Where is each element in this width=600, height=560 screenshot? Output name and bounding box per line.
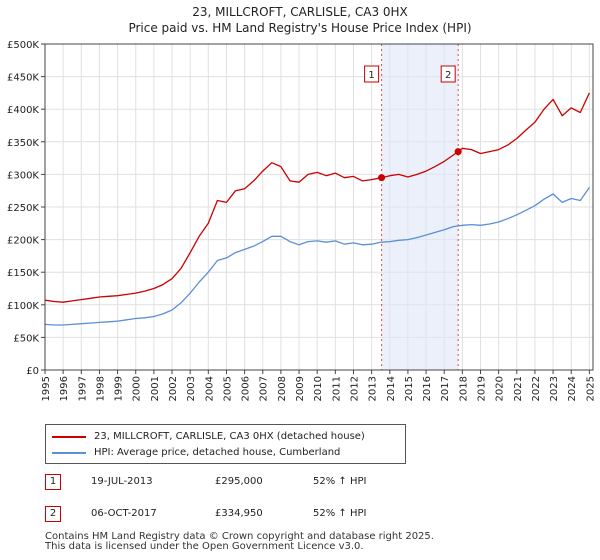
x-tick-label: 2014 <box>386 376 397 401</box>
series-line <box>44 187 590 326</box>
chart-title: 23, MILLCROFT, CARLISLE, CA3 0HX Price p… <box>0 4 600 36</box>
x-tick-label: 2013 <box>368 376 379 401</box>
legend-swatch-hpi <box>52 451 86 454</box>
x-tick-label: 2023 <box>549 376 560 401</box>
sale-price: £295,000 <box>215 476 263 487</box>
x-tick-label: 2006 <box>241 376 252 401</box>
x-tick-label: 2009 <box>295 376 306 401</box>
legend-swatch-property <box>52 435 86 438</box>
x-tick-label: 2015 <box>404 376 415 401</box>
legend: 23, MILLCROFT, CARLISLE, CA3 0HX (detach… <box>45 424 406 464</box>
y-tick-label: £350K <box>7 138 39 149</box>
sale-hpi-change: 52% ↑ HPI <box>313 476 367 487</box>
x-tick-label: 2017 <box>440 376 451 401</box>
sale-hpi-change: 52% ↑ HPI <box>313 508 367 519</box>
y-tick-label: £50K <box>13 333 39 344</box>
legend-item-hpi: HPI: Average price, detached house, Cumb… <box>52 447 340 458</box>
y-tick-label: £300K <box>7 170 39 181</box>
x-tick-label: 2007 <box>259 376 270 401</box>
chart-title-line2: Price paid vs. HM Land Registry's House … <box>128 21 472 35</box>
series-lines <box>44 92 590 326</box>
grid <box>44 43 593 371</box>
x-axis-ticks: 1995 1996 1997 1998 1999 2000 2001 2002 2003 2004… <box>41 370 596 401</box>
x-tick-label: 2024 <box>567 376 578 401</box>
x-tick-label: 2018 <box>458 376 469 401</box>
x-tick-label: 1996 <box>59 376 70 401</box>
sale-date: 19-JUL-2013 <box>91 476 153 487</box>
y-tick-label: £400K <box>7 105 39 116</box>
chart-title-line1: 23, MILLCROFT, CARLISLE, CA3 0HX <box>192 5 408 19</box>
footer-attribution: Contains HM Land Registry data © Crown c… <box>45 532 434 552</box>
x-tick-label: 2020 <box>495 376 506 401</box>
x-tick-label: 2012 <box>349 376 360 401</box>
sale-point <box>454 148 462 156</box>
sale-point <box>378 174 386 182</box>
y-tick-label: £500K <box>7 40 39 51</box>
x-tick-label: 2025 <box>585 376 596 401</box>
x-tick-label: 1998 <box>95 376 106 401</box>
x-tick-label: 1995 <box>41 376 52 401</box>
x-tick-label: 2022 <box>531 376 542 401</box>
x-tick-label: 2008 <box>277 376 288 401</box>
y-tick-label: £450K <box>7 73 39 84</box>
x-tick-label: 2003 <box>186 376 197 401</box>
x-tick-label: 1999 <box>114 376 125 401</box>
sale-number-badge: 1 <box>45 474 61 490</box>
footer-line-2: This data is licensed under the Open Gov… <box>45 541 364 552</box>
y-tick-label: £200K <box>7 236 39 247</box>
legend-label-hpi: HPI: Average price, detached house, Cumb… <box>94 447 341 458</box>
x-tick-label: 2000 <box>132 376 143 401</box>
y-tick-label: £250K <box>7 203 39 214</box>
sale-label: 1 <box>368 70 374 81</box>
sale-row: 1 19-JUL-2013 £295,000 52% ↑ HPI <box>45 474 405 492</box>
sale-vertical-lines <box>381 44 459 370</box>
x-tick-label: 2002 <box>168 376 179 401</box>
sale-label-box <box>364 65 380 83</box>
sale-number-badge: 2 <box>45 506 61 522</box>
x-tick-label: 2005 <box>222 376 233 401</box>
sale-label: 2 <box>445 70 451 81</box>
y-axis-ticks: £0 £50K £100K £150K £200K £250K £300K £350K £400… <box>7 40 45 377</box>
sale-date: 06-OCT-2017 <box>91 508 157 519</box>
sale-period-shading <box>381 44 459 370</box>
x-tick-label: 2001 <box>150 376 161 401</box>
x-tick-label: 2019 <box>476 376 487 401</box>
x-tick-label: 2016 <box>422 376 433 401</box>
legend-item-property: 23, MILLCROFT, CARLISLE, CA3 0HX (detach… <box>52 431 365 442</box>
y-tick-label: £0 <box>26 366 39 377</box>
series-line <box>44 92 590 303</box>
y-tick-label: £150K <box>7 268 39 279</box>
footer-line-1: Contains HM Land Registry data © Crown c… <box>45 531 434 542</box>
x-tick-label: 2004 <box>204 376 215 401</box>
x-tick-label: 2011 <box>331 376 342 401</box>
legend-label-property: 23, MILLCROFT, CARLISLE, CA3 0HX (detach… <box>94 431 365 442</box>
y-tick-label: £100K <box>7 301 39 312</box>
x-tick-label: 1997 <box>77 376 88 401</box>
x-tick-label: 2010 <box>313 376 324 401</box>
sale-row: 2 06-OCT-2017 £334,950 52% ↑ HPI <box>45 506 405 524</box>
sale-label-box <box>440 65 456 83</box>
x-tick-label: 2021 <box>513 376 524 401</box>
sale-price: £334,950 <box>215 508 263 519</box>
